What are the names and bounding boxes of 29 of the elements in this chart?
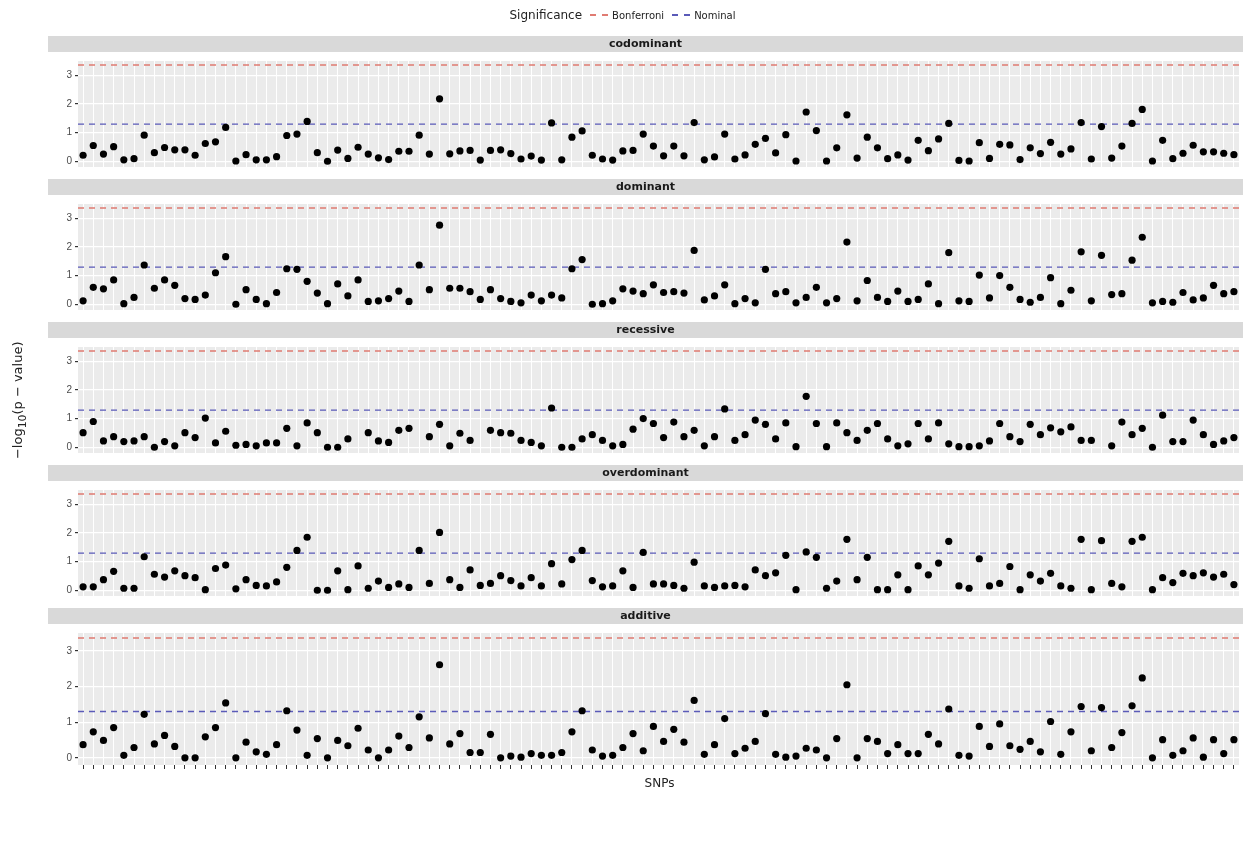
chart-title: codominant — [48, 36, 1243, 52]
y-tick-label: 3 — [66, 498, 73, 510]
y-tick-label: 2 — [66, 526, 73, 538]
y-tick-label: 0 — [66, 584, 73, 596]
y-tick-label: 0 — [66, 298, 73, 310]
y-tick-label: 2 — [66, 383, 73, 395]
y-tick-label: 1 — [66, 412, 73, 424]
chart-title: additive — [48, 608, 1243, 624]
legend-title: Significance — [509, 8, 583, 22]
y-tick-label: 1 — [66, 126, 73, 138]
chart-title: dominant — [48, 179, 1243, 195]
y-tick-label: 0 — [66, 751, 73, 763]
y-tick-label: 2 — [66, 240, 73, 252]
y-tick-label: 3 — [66, 644, 73, 656]
x-axis-title: SNPs — [643, 776, 676, 790]
y-tick-label: 1 — [66, 269, 73, 281]
chart-title: recessive — [48, 322, 1243, 338]
y-tick-label: 1 — [66, 555, 73, 567]
y-tick-label: 3 — [66, 212, 73, 224]
legend-label: Bonferroni — [612, 9, 665, 21]
chart-title: overdominant — [48, 465, 1243, 481]
y-tick-label: 3 — [66, 69, 73, 81]
y-tick-label: 2 — [66, 97, 73, 109]
y-tick-label: 2 — [66, 680, 73, 692]
legend-label: Nominal — [694, 9, 736, 21]
y-tick-label: 1 — [66, 715, 73, 727]
y-tick-label: 0 — [66, 441, 73, 453]
y-tick-label: 3 — [66, 355, 73, 367]
y-tick-label: 0 — [66, 155, 73, 167]
